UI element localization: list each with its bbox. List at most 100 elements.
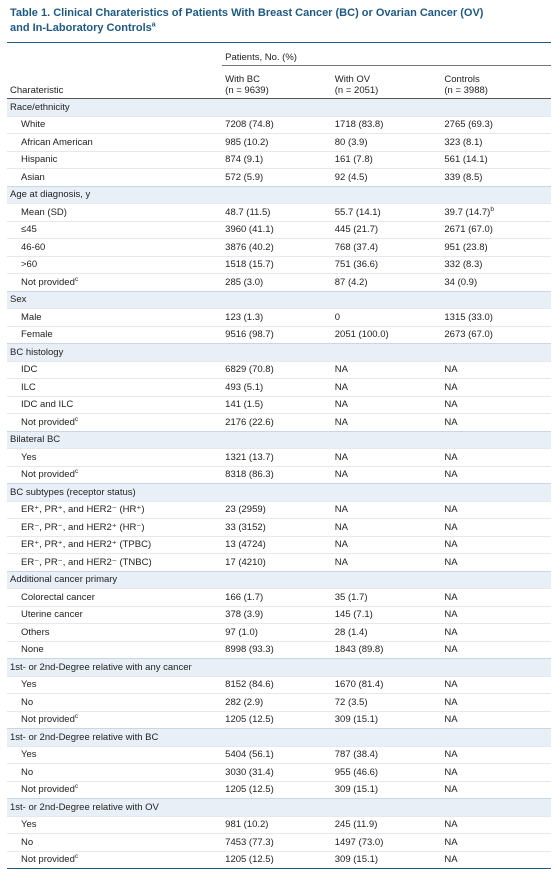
row-label-cell: No <box>7 833 223 851</box>
header-row-span: Patients, No. (%) <box>7 43 551 66</box>
value-controls: NA <box>444 399 458 411</box>
value-ov-cell: 92 (4.5) <box>331 168 442 186</box>
row-label: Mean (SD) <box>21 206 67 218</box>
value-controls: NA <box>444 451 458 463</box>
row-label-cell: Asian <box>7 168 223 186</box>
table-row: >60 1518 (15.7) 751 (36.6) 332 (8.3) <box>7 255 551 274</box>
value-ov: 35 (1.7) <box>334 591 368 603</box>
value-ov: NA <box>334 416 348 428</box>
value-bc: 9516 (98.7) <box>225 329 274 341</box>
table-row: Yes 8152 (84.6) 1670 (81.4) NA <box>7 675 551 694</box>
section-label: 1st- or 2nd-Degree relative with BC <box>7 728 551 746</box>
value-controls-cell: 339 (8.5) <box>441 168 551 186</box>
value-ov: 2051 (100.0) <box>334 329 389 341</box>
value-ov-cell: 28 (1.4) <box>331 623 442 641</box>
value-bc: 6829 (70.8) <box>225 364 274 376</box>
table-title-line2-text: and In-Laboratory Controls <box>10 22 152 34</box>
table-row: Yes 981 (10.2) 245 (11.9) NA <box>7 815 551 834</box>
value-ov: 1718 (83.8) <box>334 119 384 131</box>
value-ov-cell: 87 (4.2) <box>331 273 442 291</box>
title-footnote-marker: a <box>151 21 156 29</box>
value-controls: NA <box>444 854 458 866</box>
row-label-cell: Yes <box>7 745 223 764</box>
value-controls: NA <box>444 644 458 656</box>
table-row: None 8998 (93.3) 1843 (89.8) NA <box>7 640 551 659</box>
section-row: BC histology <box>7 343 551 361</box>
value-bc-cell: 141 (1.5) <box>222 395 332 414</box>
table-row: White 7208 (74.8) 1718 (83.8) 2765 (69.3) <box>7 115 551 134</box>
value-controls-cell: NA <box>441 465 551 484</box>
value-bc: 7453 (77.3) <box>225 836 274 848</box>
value-controls: NA <box>444 784 458 796</box>
row-label: Yes <box>21 451 37 463</box>
value-controls: NA <box>444 521 458 533</box>
section-row: Sex <box>7 290 551 309</box>
value-controls: NA <box>444 836 458 848</box>
value-ov: NA <box>334 556 348 568</box>
row-label-cell: Yes <box>7 815 223 834</box>
section-label: 1st- or 2nd-Degree relative with OV <box>7 798 551 816</box>
value-bc-cell: 282 (2.9) <box>222 693 332 711</box>
value-controls-cell: NA <box>441 588 551 606</box>
row-label: Hispanic <box>21 154 58 166</box>
value-bc-cell: 7208 (74.8) <box>222 115 332 134</box>
value-bc: 3960 (41.1) <box>225 224 274 236</box>
table-body: Race/ethnicity White 7208 (74.8) 1718 (83.8… <box>7 98 551 868</box>
value-ov-cell: 768 (37.4) <box>331 238 442 256</box>
row-label: IDC and ILC <box>21 399 74 411</box>
value-ov: 445 (21.7) <box>334 224 379 236</box>
row-label-cell: None <box>7 640 223 659</box>
value-bc-cell: 48.7 (11.5) <box>222 203 332 221</box>
value-ov: 309 (15.1) <box>334 714 379 726</box>
value-controls: 561 (14.1) <box>444 154 488 166</box>
value-bc: 378 (3.9) <box>225 609 264 621</box>
section-label: BC histology <box>7 343 551 361</box>
value-controls: NA <box>444 609 458 621</box>
value-controls: NA <box>444 766 458 778</box>
row-label-cell: ≤45 <box>7 220 223 239</box>
value-controls: NA <box>444 591 458 603</box>
header-empty-cell <box>7 43 222 66</box>
footnote-marker: b <box>490 205 494 213</box>
value-controls-cell: 39.7 (14.7)b <box>441 203 551 221</box>
value-bc-cell: 1205 (12.5) <box>222 850 332 868</box>
table-row: African American 985 (10.2) 80 (3.9) 323 (8… <box>7 133 551 151</box>
section-row: Additional cancer primary <box>7 570 551 589</box>
row-label: Asian <box>21 171 45 183</box>
value-controls-cell: NA <box>441 763 551 781</box>
value-bc: 8152 (84.6) <box>225 679 274 691</box>
table-row: ILC 493 (5.1) NA NA <box>7 378 551 396</box>
value-controls-cell: NA <box>441 448 551 466</box>
value-bc-cell: 17 (4210) <box>222 553 332 571</box>
value-ov: 80 (3.9) <box>334 136 368 148</box>
row-label: No <box>21 766 34 778</box>
value-ov-cell: 309 (15.1) <box>331 780 442 799</box>
value-controls-cell: NA <box>441 833 551 851</box>
value-ov-cell: NA <box>331 500 442 519</box>
header-col-ov: With OV (n = 2051) <box>331 65 442 99</box>
row-label-cell: ER⁻, PR⁻, and HER2⁻ (TNBC) <box>7 553 223 571</box>
table-row: Others 97 (1.0) 28 (1.4) NA <box>7 623 551 641</box>
table-title-line2: and In-Laboratory Controlsa <box>10 21 551 36</box>
value-bc: 3876 (40.2) <box>225 241 274 253</box>
row-label: >60 <box>21 259 38 271</box>
row-label: ≤45 <box>21 224 37 236</box>
value-controls: NA <box>444 679 458 691</box>
value-bc-cell: 5404 (56.1) <box>222 745 332 764</box>
row-label-cell: Yes <box>7 448 223 466</box>
value-bc: 1518 (15.7) <box>225 259 274 271</box>
value-controls: NA <box>444 504 458 516</box>
value-controls: NA <box>444 556 458 568</box>
row-label-cell: Hispanic <box>7 150 223 169</box>
value-controls-cell: 1315 (33.0) <box>441 308 551 326</box>
header-col-bc-line2: (n = 9639) <box>225 85 269 96</box>
value-bc-cell: 23 (2959) <box>222 500 332 519</box>
value-ov-cell: NA <box>331 395 442 414</box>
table-row: Not providedc 2176 (22.6) NA NA <box>7 413 551 431</box>
value-ov-cell: NA <box>331 378 442 396</box>
table-row: ER⁻, PR⁻, and HER2⁻ (TNBC) 17 (4210) NA NA <box>7 553 551 571</box>
value-controls: 951 (23.8) <box>444 241 488 253</box>
value-ov-cell: 751 (36.6) <box>331 255 442 274</box>
value-controls: 34 (0.9) <box>444 276 478 288</box>
value-ov-cell: 35 (1.7) <box>331 588 442 606</box>
